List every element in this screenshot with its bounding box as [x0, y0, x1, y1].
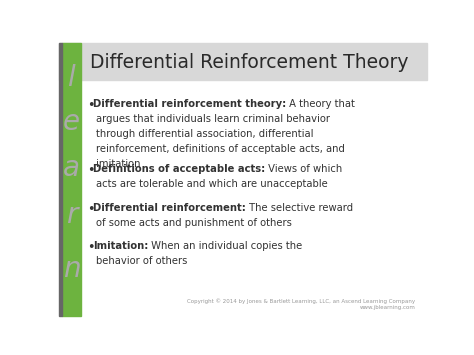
Bar [59, 43, 427, 80]
Text: l: l [67, 64, 75, 92]
Text: Definitions of acceptable acts:: Definitions of acceptable acts: [93, 164, 265, 174]
Text: Differential reinforcement:: Differential reinforcement: [93, 202, 246, 213]
Text: Differential Reinforcement Theory: Differential Reinforcement Theory [91, 53, 409, 72]
Text: through differential association, differential: through differential association, differ… [96, 129, 313, 139]
Text: A theory that: A theory that [286, 99, 355, 109]
Text: Differential reinforcement theory:: Differential reinforcement theory: [93, 99, 286, 109]
Text: Imitation:: Imitation: [93, 241, 148, 251]
Text: Views of which: Views of which [265, 164, 343, 174]
Text: •: • [87, 241, 94, 254]
Text: behavior of others: behavior of others [96, 256, 187, 266]
Text: Copyright © 2014 by Jones & Bartlett Learning, LLC, an Ascend Learning Company
w: Copyright © 2014 by Jones & Bartlett Lea… [187, 299, 416, 310]
Text: imitation: imitation [96, 159, 140, 169]
Text: When an individual copies the: When an individual copies the [148, 241, 303, 251]
Text: of some acts and punishment of others: of some acts and punishment of others [96, 218, 292, 228]
Text: r: r [66, 201, 77, 229]
Text: acts are tolerable and which are unacceptable: acts are tolerable and which are unaccep… [96, 179, 328, 189]
Text: e: e [63, 108, 80, 136]
Text: •: • [87, 99, 94, 111]
Text: The selective reward: The selective reward [246, 202, 353, 213]
Bar [62, 43, 81, 316]
Text: reinforcement, definitions of acceptable acts, and: reinforcement, definitions of acceptable… [96, 144, 345, 154]
Bar [59, 43, 62, 316]
Text: •: • [87, 202, 94, 215]
Text: n: n [63, 256, 80, 284]
Text: a: a [63, 154, 80, 182]
Text: •: • [87, 164, 94, 177]
Text: argues that individuals learn criminal behavior: argues that individuals learn criminal b… [96, 114, 329, 124]
